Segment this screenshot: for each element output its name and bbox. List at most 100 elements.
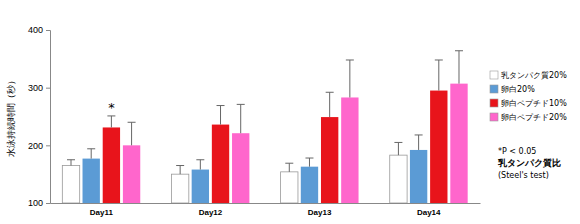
y-tick-mark bbox=[46, 88, 50, 89]
error-bar-cap bbox=[394, 142, 402, 143]
y-tick-mark bbox=[46, 145, 50, 146]
error-bar-cap bbox=[128, 122, 136, 123]
error-bar-stem bbox=[111, 116, 112, 128]
error-bar-cap bbox=[217, 105, 225, 106]
x-tick: Day14 bbox=[417, 203, 441, 217]
legend-swatch bbox=[490, 113, 498, 121]
x-tick: Day13 bbox=[308, 203, 332, 217]
y-tick-label: 300 bbox=[28, 83, 43, 93]
legend-item: 乳タンパク質20% bbox=[490, 71, 567, 80]
bar bbox=[390, 155, 407, 203]
y-tick-label: 100 bbox=[28, 198, 43, 208]
error-bar bbox=[285, 163, 293, 172]
legend-label: 卵白ペプチド20% bbox=[501, 113, 567, 122]
plot: 100200300400Day11Day12Day13Day14* bbox=[28, 25, 481, 216]
chart: 100200300400Day11Day12Day13Day14*水泳持続時間（… bbox=[0, 0, 580, 224]
note: 乳タンパク質比 bbox=[497, 158, 561, 168]
bar bbox=[212, 125, 229, 203]
error-bar-cap bbox=[87, 148, 95, 149]
error-bar-stem bbox=[398, 142, 399, 155]
error-bar-cap bbox=[67, 159, 75, 160]
x-tick-label: Day11 bbox=[90, 208, 114, 217]
error-bar-cap bbox=[107, 115, 115, 116]
bar bbox=[62, 166, 79, 203]
legend-item: 卵白ペプチド20% bbox=[490, 113, 567, 122]
y-tick-label: 400 bbox=[28, 25, 43, 35]
error-bar bbox=[326, 92, 334, 117]
legend-label: 卵白20% bbox=[501, 85, 535, 94]
bar bbox=[192, 170, 209, 203]
bar bbox=[301, 167, 318, 203]
error-bar bbox=[415, 135, 423, 150]
error-bar bbox=[237, 104, 245, 133]
y-axis-title: 水泳持続時間（秒） bbox=[6, 76, 16, 157]
error-bar-stem bbox=[438, 60, 439, 91]
error-bar-cap bbox=[326, 92, 334, 93]
legend-item: 卵白20% bbox=[490, 85, 535, 94]
legend-swatch bbox=[490, 71, 498, 79]
bar bbox=[341, 97, 358, 203]
x-axis-line bbox=[51, 203, 481, 204]
bar bbox=[171, 174, 188, 203]
legend-swatch bbox=[490, 99, 498, 107]
error-bar-cap bbox=[305, 158, 313, 159]
error-bar-stem bbox=[329, 92, 330, 117]
y-tick: 300 bbox=[28, 83, 50, 93]
y-tick: 200 bbox=[28, 141, 50, 151]
error-bar bbox=[435, 60, 443, 91]
legend-swatch bbox=[490, 85, 498, 93]
error-bar bbox=[455, 51, 463, 84]
error-bar-stem bbox=[289, 163, 290, 172]
bar bbox=[281, 172, 298, 203]
legend-label: 卵白ペプチド10% bbox=[501, 99, 567, 108]
bar bbox=[232, 133, 249, 203]
error-bar bbox=[176, 166, 184, 175]
error-bar-stem bbox=[71, 160, 72, 166]
y-tick: 400 bbox=[28, 25, 50, 35]
bar bbox=[410, 150, 427, 203]
error-bar-cap bbox=[196, 159, 204, 160]
x-axis: Day11 Day12 Day13 Day14 bbox=[51, 203, 481, 217]
error-bar-stem bbox=[418, 135, 419, 150]
x-tick-label: Day14 bbox=[417, 208, 441, 217]
error-bar-cap bbox=[176, 165, 184, 166]
y-tick-mark bbox=[46, 30, 50, 31]
error-bar bbox=[128, 122, 136, 145]
y-axis: 100 200 300 400 bbox=[28, 25, 51, 208]
bar bbox=[123, 145, 140, 203]
error-bar-stem bbox=[180, 166, 181, 175]
legend-label: 乳タンパク質20% bbox=[501, 71, 567, 80]
y-tick-label: 200 bbox=[28, 141, 43, 151]
error-bar-cap bbox=[455, 50, 463, 51]
error-bar-cap bbox=[285, 163, 293, 164]
marks bbox=[62, 51, 467, 203]
x-tick: Day11 bbox=[90, 203, 114, 217]
bar bbox=[450, 84, 467, 203]
error-bar-stem bbox=[458, 51, 459, 84]
error-bar-stem bbox=[220, 106, 221, 125]
error-bar-cap bbox=[346, 59, 354, 60]
error-bar bbox=[394, 142, 402, 155]
x-tick: Day12 bbox=[199, 203, 223, 217]
bar bbox=[83, 159, 100, 203]
error-bar bbox=[196, 160, 204, 170]
error-bar bbox=[305, 158, 313, 167]
x-tick-label: Day12 bbox=[199, 208, 223, 217]
error-bar-stem bbox=[91, 149, 92, 159]
bar bbox=[321, 117, 338, 203]
error-bar-stem bbox=[131, 122, 132, 145]
error-bar-cap bbox=[237, 104, 245, 105]
error-bar bbox=[87, 149, 95, 159]
y-axis-line bbox=[46, 31, 51, 204]
bar bbox=[430, 91, 447, 203]
error-bar-stem bbox=[240, 104, 241, 133]
legend: 乳タンパク質20% 卵白20% 卵白ペプチド10% 卵白ペプチド20% bbox=[490, 71, 567, 122]
error-bar-cap bbox=[415, 134, 423, 135]
y-tick: 100 bbox=[28, 198, 50, 208]
error-bar bbox=[107, 116, 115, 128]
error-bar-stem bbox=[309, 158, 310, 167]
error-bar-stem bbox=[349, 60, 350, 97]
error-bar-stem bbox=[200, 160, 201, 170]
x-tick-label: Day13 bbox=[308, 208, 332, 217]
bar bbox=[103, 127, 120, 203]
